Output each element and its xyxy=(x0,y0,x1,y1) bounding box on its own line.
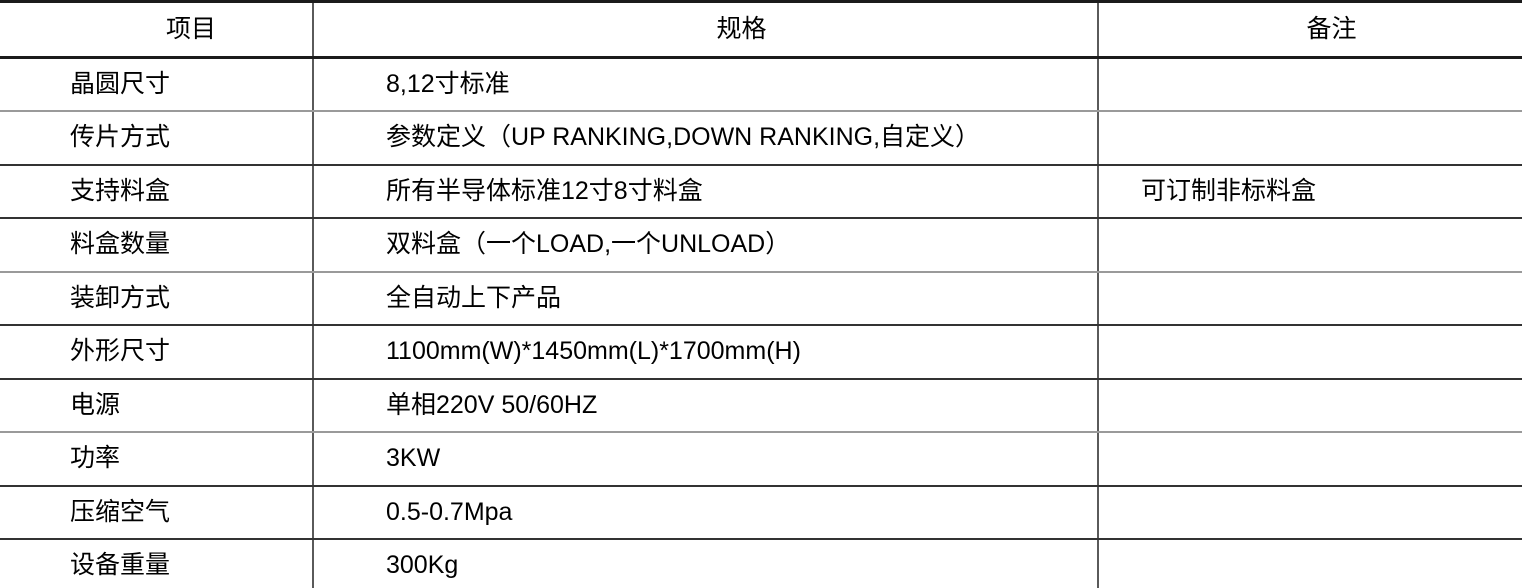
cell-item: 支持料盒 xyxy=(0,164,314,219)
cell-note xyxy=(1098,271,1522,326)
table-header-row: 项目 规格 备注 xyxy=(0,0,1522,59)
cell-note xyxy=(1098,218,1522,273)
cell-item: 传片方式 xyxy=(0,111,314,166)
table-row: 设备重量 300Kg xyxy=(0,539,1522,588)
cell-item-text: 晶圆尺寸 xyxy=(70,69,171,98)
cell-item: 电源 xyxy=(0,378,314,433)
cell-note xyxy=(1098,432,1522,487)
column-header-item: 项目 xyxy=(0,0,314,59)
cell-spec-text: 3KW xyxy=(386,444,441,473)
cell-spec-text: 参数定义（UP RANKING,DOWN RANKING,自定义） xyxy=(386,123,981,152)
column-header-spec: 规格 xyxy=(313,0,1099,59)
table-row: 压缩空气 0.5-0.7Mpa xyxy=(0,485,1522,540)
cell-spec: 参数定义（UP RANKING,DOWN RANKING,自定义） xyxy=(313,111,1099,166)
cell-spec: 双料盒（一个LOAD,一个UNLOAD） xyxy=(313,218,1099,273)
cell-spec: 所有半导体标准12寸8寸料盒 xyxy=(313,164,1099,219)
cell-item-text: 装卸方式 xyxy=(70,283,171,312)
cell-item: 功率 xyxy=(0,432,314,487)
cell-item: 外形尺寸 xyxy=(0,325,314,380)
cell-spec: 0.5-0.7Mpa xyxy=(313,485,1099,540)
cell-item-text: 设备重量 xyxy=(70,550,171,579)
cell-spec-text: 所有半导体标准12寸8寸料盒 xyxy=(386,176,703,205)
cell-item-text: 电源 xyxy=(70,390,121,419)
cell-spec: 3KW xyxy=(313,432,1099,487)
cell-spec: 8,12寸标准 xyxy=(313,57,1099,112)
cell-spec-text: 8,12寸标准 xyxy=(386,69,510,98)
cell-note xyxy=(1098,539,1522,588)
cell-item-text: 料盒数量 xyxy=(70,230,171,259)
table-header: 项目 规格 备注 xyxy=(0,0,1522,59)
column-header-item-label: 项目 xyxy=(165,14,216,43)
cell-item: 设备重量 xyxy=(0,539,314,588)
cell-spec: 300Kg xyxy=(313,539,1099,588)
cell-note xyxy=(1098,485,1522,540)
table-row: 晶圆尺寸 8,12寸标准 xyxy=(0,57,1522,112)
column-header-note: 备注 xyxy=(1098,0,1522,59)
table-row: 传片方式 参数定义（UP RANKING,DOWN RANKING,自定义） xyxy=(0,111,1522,166)
cell-spec-text: 300Kg xyxy=(386,550,459,579)
cell-item-text: 外形尺寸 xyxy=(70,337,171,366)
cell-note: 可订制非标料盒 xyxy=(1098,164,1522,219)
table-row: 支持料盒 所有半导体标准12寸8寸料盒 可订制非标料盒 xyxy=(0,164,1522,219)
table-row: 电源 单相220V 50/60HZ xyxy=(0,378,1522,433)
cell-spec: 全自动上下产品 xyxy=(313,271,1099,326)
column-header-spec-label: 规格 xyxy=(716,14,767,43)
cell-note-text: 可订制非标料盒 xyxy=(1141,176,1317,205)
cell-spec-text: 0.5-0.7Mpa xyxy=(386,497,513,526)
cell-item-text: 压缩空气 xyxy=(70,497,171,526)
cell-spec: 1100mm(W)*1450mm(L)*1700mm(H) xyxy=(313,325,1099,380)
cell-item-text: 功率 xyxy=(70,444,121,473)
cell-note xyxy=(1098,111,1522,166)
cell-spec-text: 双料盒（一个LOAD,一个UNLOAD） xyxy=(386,230,791,259)
cell-item: 晶圆尺寸 xyxy=(0,57,314,112)
cell-spec-text: 全自动上下产品 xyxy=(386,283,562,312)
cell-spec: 单相220V 50/60HZ xyxy=(313,378,1099,433)
cell-item: 料盒数量 xyxy=(0,218,314,273)
cell-item: 压缩空气 xyxy=(0,485,314,540)
cell-spec-text: 单相220V 50/60HZ xyxy=(386,390,598,419)
column-header-note-label: 备注 xyxy=(1306,14,1357,43)
cell-item-text: 支持料盒 xyxy=(70,176,171,205)
cell-item-text: 传片方式 xyxy=(70,123,171,152)
table-body: 晶圆尺寸 8,12寸标准 传片方式 参数定义（UP RANKING,DOWN R… xyxy=(0,57,1522,588)
cell-spec-text: 1100mm(W)*1450mm(L)*1700mm(H) xyxy=(386,337,801,366)
table-row: 外形尺寸 1100mm(W)*1450mm(L)*1700mm(H) xyxy=(0,325,1522,380)
table-row: 料盒数量 双料盒（一个LOAD,一个UNLOAD） xyxy=(0,218,1522,273)
cell-note xyxy=(1098,57,1522,112)
cell-note xyxy=(1098,325,1522,380)
table-row: 装卸方式 全自动上下产品 xyxy=(0,271,1522,326)
cell-item: 装卸方式 xyxy=(0,271,314,326)
cell-note xyxy=(1098,378,1522,433)
table-row: 功率 3KW xyxy=(0,432,1522,487)
